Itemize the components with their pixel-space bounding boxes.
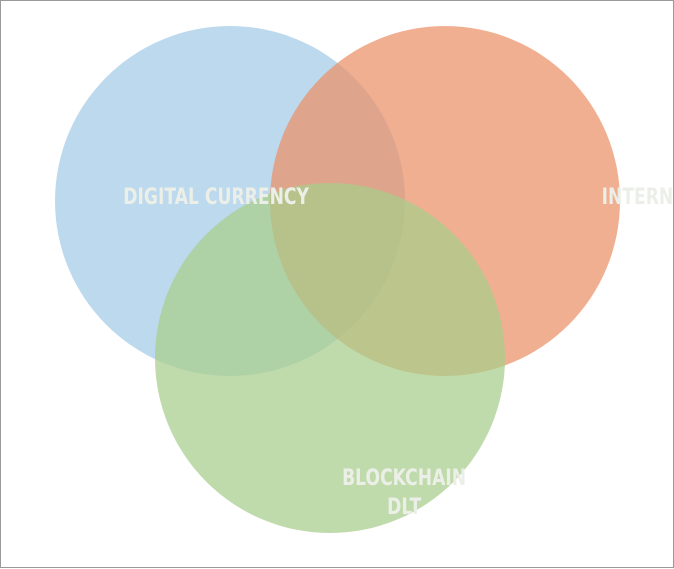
- label-blockchain: BLOCKCHAIN: [342, 465, 466, 491]
- label-digital-currency: DIGITAL CURRENCY: [123, 184, 309, 210]
- venn-circle-blockchain: [155, 183, 505, 533]
- label-blockchain-line2: DLT: [387, 494, 422, 520]
- label-internet: INTERNET: [602, 184, 674, 210]
